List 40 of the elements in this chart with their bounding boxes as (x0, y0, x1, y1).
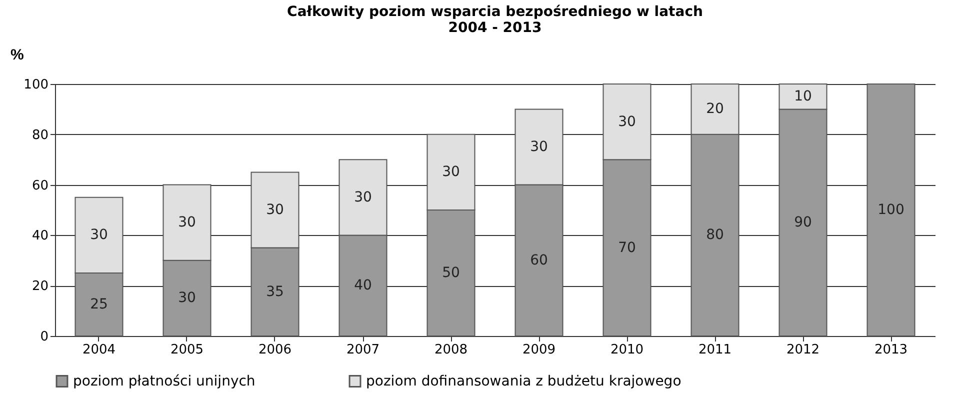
y-tick-label: 20 (32, 279, 48, 294)
y-tick-label: 0 (40, 330, 48, 344)
x-tick-label: 2013 (874, 342, 908, 358)
data-label: 30 (90, 227, 108, 244)
data-label: 30 (442, 164, 460, 180)
data-label: 20 (706, 101, 724, 118)
legend-label: poziom dofinansowania z budżetu krajowego (366, 373, 682, 390)
data-label: 10 (794, 88, 812, 105)
data-label: 80 (706, 227, 724, 244)
y-tick-label: 100 (24, 78, 48, 92)
data-label: 100 (878, 202, 904, 218)
legend-label: poziom płatności unijnych (73, 373, 256, 390)
data-label: 30 (178, 290, 196, 306)
x-tick-label: 2005 (170, 342, 204, 358)
x-tick-label: 2004 (82, 342, 116, 358)
x-tick-label: 2011 (698, 342, 732, 358)
data-label: 30 (178, 214, 196, 231)
y-axis-title: % (10, 46, 24, 64)
y-tick-label: 60 (32, 178, 48, 194)
x-tick-label: 2008 (434, 342, 468, 358)
data-label: 50 (442, 265, 460, 281)
x-tick-label: 2007 (346, 342, 380, 358)
chart-title: Całkowity poziom wsparcia bezpośredniego w latach 2004 - 2013 (287, 4, 703, 36)
x-tick-label: 2006 (258, 342, 292, 358)
x-tick-label: 2012 (786, 342, 820, 358)
data-label: 30 (266, 202, 284, 218)
data-label: 90 (794, 214, 812, 231)
x-tick-label: 2010 (610, 342, 644, 358)
data-label: 30 (618, 114, 636, 130)
data-label: 35 (266, 284, 284, 300)
data-label: 25 (90, 296, 108, 312)
y-tick-label: 40 (32, 228, 48, 244)
x-tick-label: 2009 (522, 342, 556, 358)
data-label: 60 (530, 252, 548, 268)
data-label: 40 (354, 278, 372, 294)
data-label: 30 (354, 189, 372, 206)
data-label: 70 (618, 240, 636, 256)
y-tick-label: 80 (32, 128, 48, 143)
bar (866, 84, 916, 336)
data-label: 30 (530, 139, 548, 155)
